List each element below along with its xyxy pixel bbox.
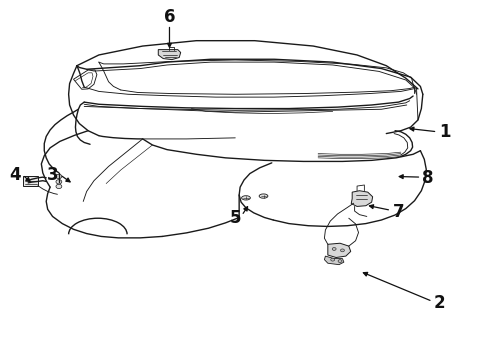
Text: 5: 5 xyxy=(229,208,241,226)
Polygon shape xyxy=(328,243,351,257)
Polygon shape xyxy=(351,191,373,206)
Text: 1: 1 xyxy=(439,123,450,141)
Circle shape xyxy=(338,260,342,262)
Text: 2: 2 xyxy=(434,294,446,312)
Ellipse shape xyxy=(259,194,268,198)
Polygon shape xyxy=(158,50,181,60)
Text: 4: 4 xyxy=(9,166,21,184)
Text: 7: 7 xyxy=(392,203,404,221)
Circle shape xyxy=(56,180,62,184)
Bar xyxy=(24,176,38,186)
Circle shape xyxy=(341,249,344,252)
Circle shape xyxy=(332,248,336,250)
Circle shape xyxy=(331,258,335,261)
Circle shape xyxy=(56,184,62,189)
Circle shape xyxy=(56,174,62,179)
Text: 8: 8 xyxy=(422,169,434,187)
Polygon shape xyxy=(324,256,344,265)
Text: 3: 3 xyxy=(47,166,58,184)
Ellipse shape xyxy=(242,196,250,200)
Text: 6: 6 xyxy=(164,9,175,27)
